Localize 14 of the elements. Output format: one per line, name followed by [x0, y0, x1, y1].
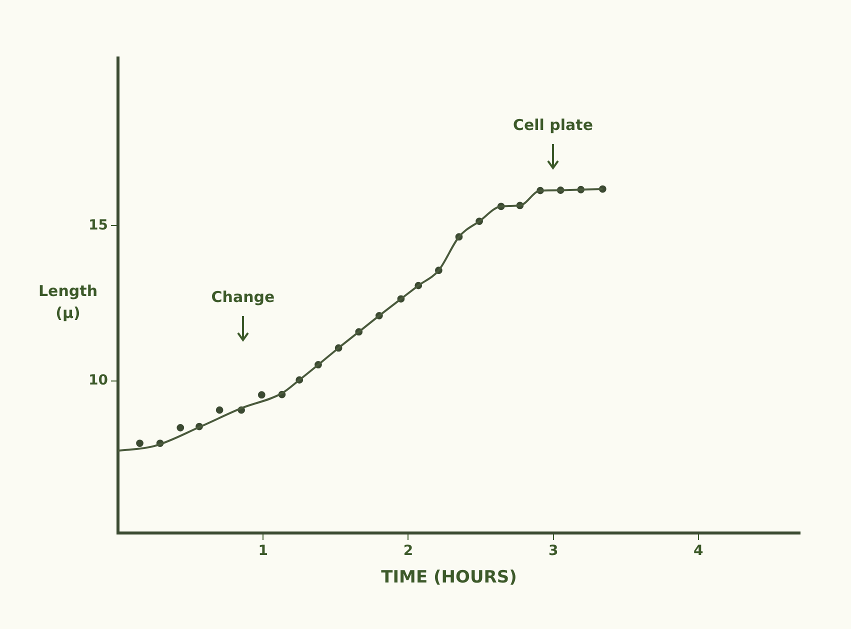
point	[216, 406, 224, 414]
annotation: Cell plate	[512, 116, 594, 134]
annotation: Change	[211, 288, 275, 306]
x-tick-label: 4	[694, 543, 704, 560]
x-axis-title: TIME (HOURS)	[381, 567, 517, 588]
x-tick-label: 1	[258, 543, 268, 560]
point	[176, 424, 184, 432]
point	[258, 391, 266, 399]
point	[136, 440, 144, 447]
x-tick-label: 2	[403, 543, 414, 560]
y-tick-label: 15	[88, 217, 108, 234]
y-tick-label: 10	[88, 372, 108, 389]
x-tick-label: 3	[548, 543, 558, 560]
y-axis-title: Length (μ)	[38, 282, 98, 322]
